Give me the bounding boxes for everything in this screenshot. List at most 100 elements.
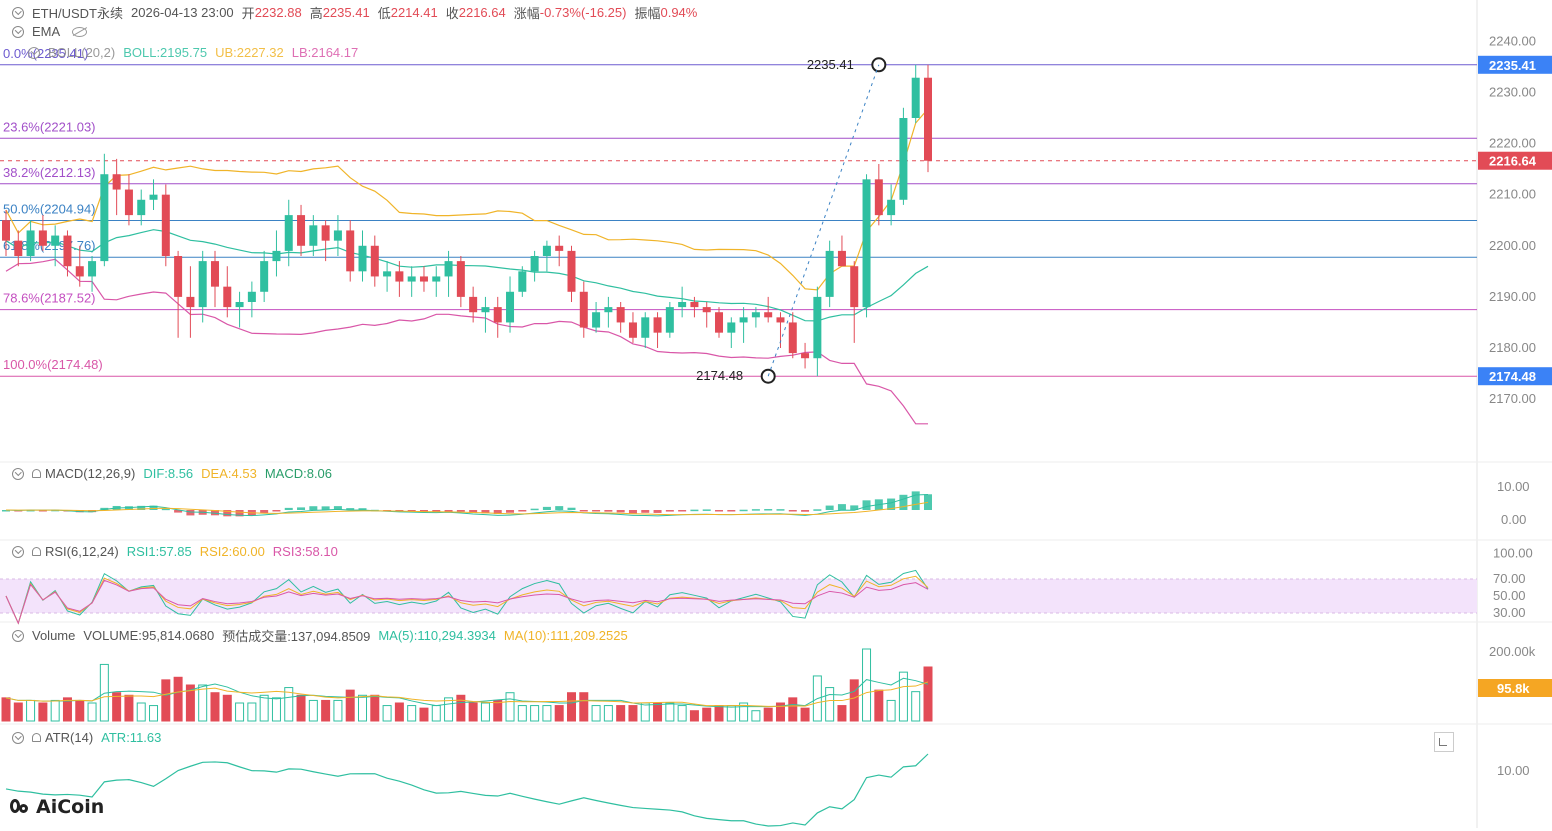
- volume-bar: [640, 702, 650, 722]
- volume-bar: [124, 694, 134, 722]
- volume-bar: [468, 702, 478, 722]
- candle-body: [321, 225, 330, 241]
- candle: [555, 235, 564, 267]
- volume-ma10: MA(10):111,209.2525: [503, 628, 628, 643]
- macd-dif: DIF:8.56: [143, 466, 194, 481]
- volume-bar: [87, 702, 97, 722]
- candle-body: [260, 261, 269, 292]
- volume-bar: [579, 692, 589, 722]
- bell-icon[interactable]: [32, 733, 41, 742]
- collapse-icon[interactable]: [12, 629, 24, 642]
- volume-bar: [1, 697, 11, 722]
- volume-bar: [407, 705, 417, 722]
- atr-value: ATR:11.63: [101, 730, 162, 745]
- candle-body: [825, 250, 834, 297]
- candle-body: [678, 302, 687, 308]
- price-tag: [1478, 151, 1552, 170]
- expand-icon[interactable]: [1434, 732, 1454, 752]
- boll-ub-value: UB:2227.32: [215, 45, 284, 60]
- candle: [14, 230, 23, 267]
- macd-bar: [899, 494, 908, 510]
- ema-label[interactable]: EMA: [32, 24, 61, 39]
- rsi-tick-label: 30.00: [1493, 605, 1526, 620]
- macd-bar: [284, 507, 293, 510]
- boll-header: BOLL(20,2) BOLL:2195.75 UB:2227.32 LB:21…: [28, 45, 366, 60]
- volume-bar: [837, 705, 847, 722]
- macd-bar: [924, 494, 932, 510]
- macd-bar: [432, 510, 441, 512]
- volume-bar: [911, 691, 921, 722]
- collapse-icon[interactable]: [28, 46, 40, 59]
- candle: [321, 220, 330, 262]
- boll-mid-value: BOLL:2195.75: [123, 45, 208, 60]
- candle: [739, 307, 748, 343]
- collapse-icon[interactable]: [12, 6, 24, 19]
- candle: [678, 286, 687, 318]
- candle: [715, 307, 724, 338]
- candle-body: [75, 266, 84, 277]
- volume-bar: [271, 697, 281, 722]
- candle-body: [346, 230, 355, 272]
- price-tick-label: 2210.00: [1489, 187, 1536, 202]
- swing-marker-label: 2235.41: [807, 57, 854, 72]
- candle: [751, 307, 760, 328]
- candle: [75, 245, 84, 287]
- candle-body: [616, 307, 625, 323]
- candle-body: [641, 317, 650, 338]
- logo-mark-icon: [10, 797, 30, 817]
- atr-name: ATR(14): [45, 730, 94, 745]
- candle: [825, 240, 834, 308]
- macd-bar: [604, 510, 613, 512]
- candle: [579, 281, 588, 338]
- volume-bar: [38, 702, 48, 722]
- volume-bar: [530, 705, 540, 722]
- atr-header: ATR(14) ATR:11.63: [0, 730, 169, 745]
- collapse-icon[interactable]: [12, 731, 24, 744]
- candle-body: [38, 230, 47, 246]
- collapse-icon[interactable]: [12, 545, 24, 558]
- bell-icon[interactable]: [32, 469, 41, 478]
- volume-bar: [554, 705, 564, 722]
- macd-bar: [653, 510, 662, 513]
- amplitude-value: 0.94%: [660, 5, 698, 20]
- macd-bar: [223, 510, 232, 517]
- candle-body: [530, 256, 539, 272]
- atr-line: [5, 753, 929, 827]
- volume-ma10-line: [5, 681, 929, 707]
- volume-bar: [653, 702, 663, 722]
- macd-bar: [555, 506, 564, 510]
- candle: [690, 296, 699, 318]
- volume-bar: [370, 694, 380, 722]
- macd-bar: [161, 508, 170, 511]
- candle-body: [751, 312, 760, 318]
- collapse-icon[interactable]: [12, 25, 24, 38]
- candle: [297, 204, 306, 256]
- candle: [616, 302, 625, 333]
- candle: [432, 266, 441, 297]
- volume-tag-label: 95.8k: [1497, 681, 1530, 696]
- bell-icon[interactable]: [32, 547, 41, 556]
- candle-body: [124, 189, 133, 216]
- macd-bar: [333, 506, 342, 510]
- candle: [395, 261, 404, 297]
- price-tag-label: 2216.64: [1489, 154, 1537, 169]
- symbol-label[interactable]: ETH/USDT永续: [32, 6, 124, 21]
- macd-bar: [751, 509, 760, 511]
- volume-bar: [345, 689, 355, 722]
- macd-bar: [579, 510, 588, 512]
- eye-hidden-icon[interactable]: [72, 26, 88, 37]
- candle-body: [186, 296, 195, 308]
- candle-body: [112, 174, 121, 190]
- collapse-icon[interactable]: [12, 467, 24, 480]
- candle: [628, 312, 637, 343]
- volume-bar: [185, 684, 195, 722]
- candle-body: [542, 245, 551, 256]
- volume-bar: [714, 705, 724, 722]
- candle: [518, 266, 527, 297]
- candle-body: [432, 276, 441, 282]
- price-tick-label: 2190.00: [1489, 289, 1536, 304]
- price-tick-label: 2230.00: [1489, 84, 1536, 99]
- macd-bar: [592, 510, 601, 512]
